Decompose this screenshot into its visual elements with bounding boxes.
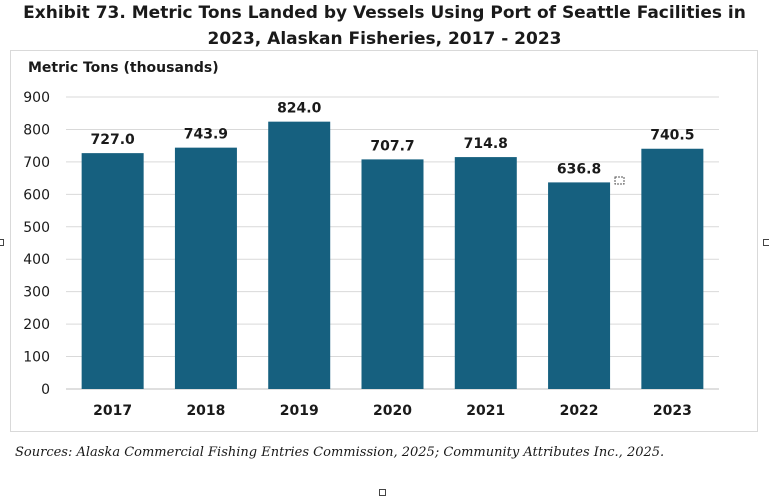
y-tick-label-400: 400 (23, 252, 50, 268)
data-label-2019: 824.0 (277, 101, 322, 117)
bar-2017 (81, 153, 144, 389)
label-selection-marker (614, 176, 625, 185)
bar-2018 (174, 147, 237, 389)
data-label-2018: 743.9 (184, 127, 228, 143)
y-tick-label-200: 200 (23, 317, 50, 333)
y-tick-label-600: 600 (23, 187, 50, 203)
y-tick-label-900: 900 (23, 90, 50, 106)
chart-frame[interactable] (10, 50, 758, 432)
bar-2022 (548, 182, 611, 389)
chart-title-line-1: Exhibit 73. Metric Tons Landed by Vessel… (23, 3, 746, 23)
chart-title-line-2: 2023, Alaskan Fisheries, 2017 - 2023 (207, 29, 562, 49)
x-tick-label-2023: 2023 (653, 403, 692, 419)
y-tick-label-100: 100 (23, 350, 50, 366)
bar-2023 (641, 148, 704, 389)
data-label-2020: 707.7 (370, 138, 414, 154)
x-tick-label-2022: 2022 (560, 403, 599, 419)
bar-2021 (454, 157, 517, 389)
x-tick-label-2018: 2018 (186, 403, 225, 419)
source-note: Sources: Alaska Commercial Fishing Entri… (15, 445, 665, 460)
data-label-2023: 740.5 (650, 128, 694, 144)
y-tick-label-500: 500 (23, 220, 50, 236)
x-tick-label-2020: 2020 (373, 403, 412, 419)
y-axis-label: Metric Tons (thousands) (28, 60, 219, 76)
data-label-2022: 636.8 (557, 161, 601, 177)
y-tick-label-800: 800 (23, 122, 50, 138)
x-tick-label-2017: 2017 (93, 403, 132, 419)
data-label-2021: 714.8 (464, 136, 508, 152)
bar-2019 (268, 121, 331, 389)
y-tick-label-700: 700 (23, 155, 50, 171)
selection-handle-left[interactable] (0, 239, 4, 246)
bar-2020 (361, 159, 424, 389)
y-tick-label-0: 0 (41, 382, 50, 398)
data-label-2017: 727.0 (90, 132, 135, 148)
x-tick-label-2021: 2021 (466, 403, 505, 419)
chart-title: Exhibit 73. Metric Tons Landed by Vessel… (0, 0, 769, 52)
x-tick-label-2019: 2019 (280, 403, 319, 419)
selection-handle-right[interactable] (763, 239, 769, 246)
y-tick-label-300: 300 (23, 285, 50, 301)
